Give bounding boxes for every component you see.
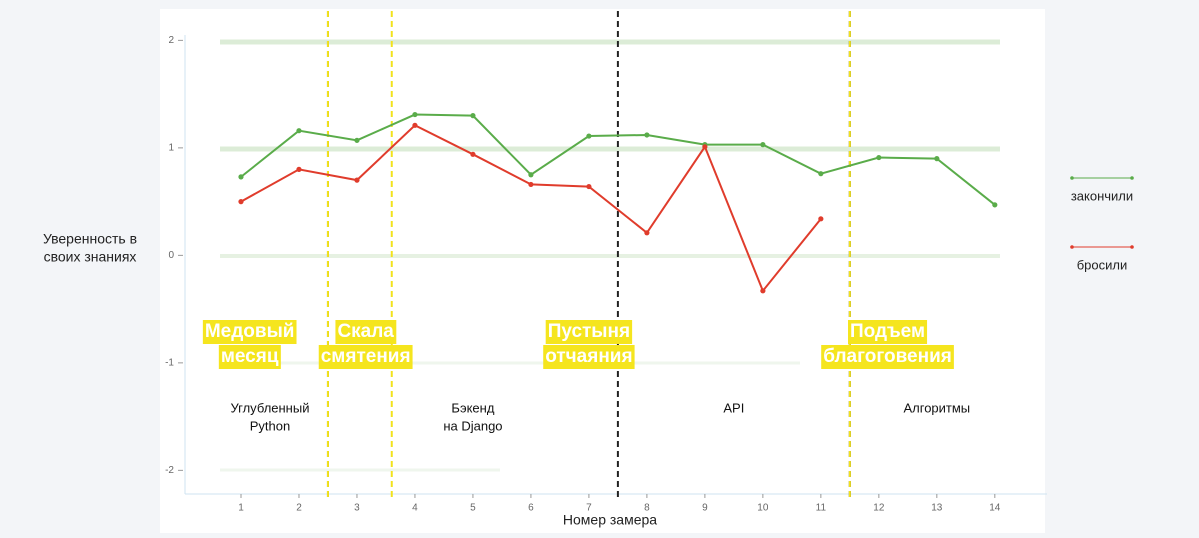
- data-point: [470, 151, 476, 157]
- phase-highlight: [545, 320, 633, 344]
- data-point: [238, 174, 244, 180]
- phase-highlight: [848, 320, 928, 344]
- data-point: [760, 142, 766, 148]
- phase-highlight: [218, 345, 281, 369]
- x-axis-title: Номер замера: [563, 512, 657, 528]
- y-tick-label: 2: [168, 35, 174, 46]
- data-point: [586, 183, 592, 190]
- legend-dot: [1130, 245, 1134, 249]
- phase-label: месяц: [221, 346, 279, 367]
- x-tick-label: 5: [470, 503, 476, 514]
- course-label: Алгоритмы: [903, 400, 970, 415]
- data-point: [238, 199, 244, 205]
- data-point: [818, 216, 824, 222]
- x-tick-label: 2: [296, 503, 302, 514]
- x-tick-label: 6: [528, 503, 534, 514]
- phase-highlight: [318, 345, 413, 369]
- y-axis-title: Уверенность в: [43, 231, 137, 247]
- phase-highlight: [821, 345, 954, 369]
- x-tick-label: 13: [931, 503, 943, 514]
- data-point: [296, 166, 302, 172]
- data-point: [934, 156, 940, 162]
- legend-label: бросили: [1077, 257, 1128, 272]
- phase-label: Медовый: [205, 321, 295, 342]
- data-point: [296, 128, 302, 134]
- x-tick-label: 14: [989, 503, 1001, 514]
- data-point: [702, 144, 708, 150]
- data-point: [644, 230, 650, 236]
- phase-label: Пустыня: [548, 321, 630, 342]
- legend-dot: [1130, 176, 1134, 180]
- x-tick-label: 4: [412, 503, 418, 514]
- phase-highlight: [202, 320, 297, 344]
- data-point: [644, 132, 650, 138]
- data-point: [470, 113, 476, 119]
- data-point: [586, 133, 592, 139]
- data-point: [760, 288, 766, 294]
- phase-highlight: [543, 345, 635, 369]
- data-point: [818, 171, 824, 177]
- series-line: [240, 113, 996, 206]
- phase-highlight: [335, 320, 397, 344]
- x-tick-label: 11: [816, 503, 827, 514]
- data-point: [412, 111, 418, 118]
- data-point: [354, 177, 360, 183]
- legend-dot: [1070, 245, 1074, 249]
- background-traces: [220, 39, 1000, 472]
- phase-label: Скала: [337, 321, 394, 342]
- phase-label: отчаяния: [545, 346, 632, 367]
- data-point: [992, 202, 998, 208]
- x-tick-label: 7: [586, 503, 592, 514]
- data-point: [412, 122, 418, 128]
- course-label: на Django: [443, 418, 502, 433]
- y-tick-label: 1: [168, 143, 174, 154]
- course-label: Бэкенд: [451, 400, 494, 415]
- legend-dot: [1070, 176, 1074, 180]
- phase-label: Подъем: [850, 321, 925, 342]
- data-point: [528, 172, 534, 178]
- course-label: API: [723, 400, 744, 415]
- x-tick-label: 9: [702, 503, 708, 514]
- phase-label: благоговения: [823, 346, 952, 367]
- legend-label: закончили: [1071, 188, 1133, 203]
- y-tick-label: -2: [165, 465, 174, 476]
- x-tick-label: 12: [873, 503, 885, 514]
- y-tick-label: 0: [168, 250, 174, 261]
- plot-background: [160, 9, 1045, 533]
- data-point: [876, 154, 882, 161]
- x-tick-label: 10: [757, 503, 769, 514]
- x-tick-label: 8: [644, 503, 650, 514]
- course-label: Углубленный: [230, 400, 309, 415]
- data-point: [528, 181, 534, 188]
- data-point: [354, 137, 360, 143]
- course-label: Python: [250, 418, 290, 433]
- y-tick-label: -1: [165, 357, 174, 368]
- x-tick-label: 3: [354, 503, 360, 514]
- y-axis-title: своих знаниях: [44, 249, 137, 265]
- x-tick-label: 1: [238, 503, 244, 514]
- phase-label: смятения: [321, 346, 411, 367]
